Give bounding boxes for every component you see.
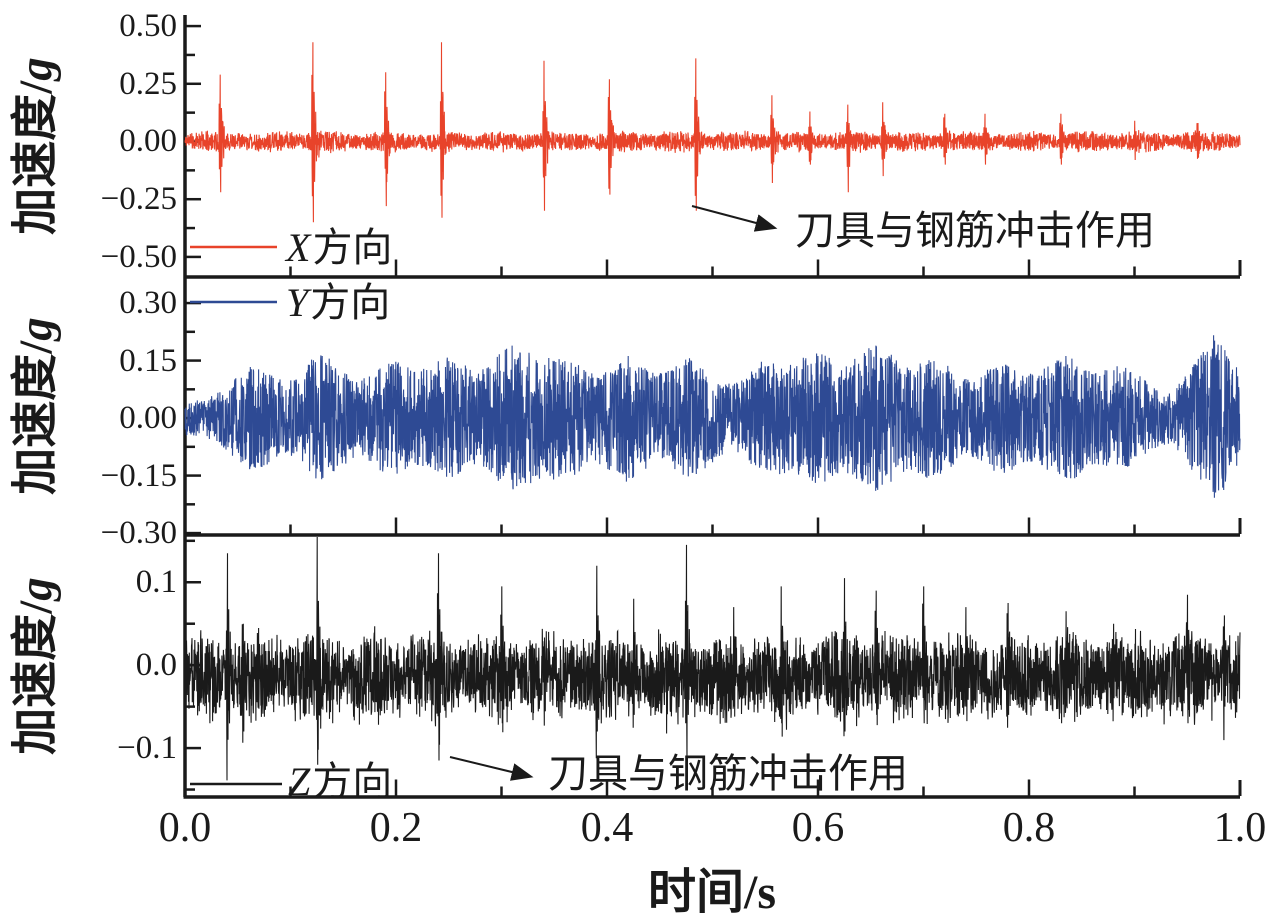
y-tick-label: 0.50 bbox=[119, 8, 177, 45]
x-tick-label: 0.2 bbox=[369, 805, 423, 851]
y-tick-label: 0.1 bbox=[135, 564, 177, 601]
y-tick-label: 0.25 bbox=[119, 65, 177, 102]
signal-x-direction bbox=[184, 42, 1241, 223]
x-tick-label: 0.4 bbox=[580, 805, 634, 851]
y-tick-label: 0.00 bbox=[119, 400, 177, 437]
annotation-arrow bbox=[449, 756, 534, 781]
y-tick-label: −0.50 bbox=[100, 238, 177, 275]
annotation-impact-x-panel: 刀具与钢筋冲击作用 bbox=[795, 208, 1155, 253]
signal-z-direction bbox=[184, 536, 1241, 781]
legend-y-direction: Y方向 bbox=[286, 280, 391, 325]
legend-x-direction: X方向 bbox=[286, 225, 393, 270]
y-tick-label: −0.1 bbox=[117, 730, 177, 767]
y-tick-label: 0.30 bbox=[119, 285, 177, 322]
y-tick-label: −0.25 bbox=[100, 181, 177, 218]
y-tick-label: −0.15 bbox=[100, 457, 177, 494]
annotation-arrow bbox=[691, 205, 778, 232]
legend-z-direction: Z方向 bbox=[288, 759, 393, 804]
x-tick-label: 1.0 bbox=[1213, 805, 1267, 851]
x-axis-label: 时间/s bbox=[647, 866, 777, 919]
annotation-impact-z-panel: 刀具与钢筋冲击作用 bbox=[548, 751, 908, 796]
signal-y-direction bbox=[184, 335, 1241, 498]
x-tick-label: 0.8 bbox=[1002, 805, 1056, 851]
y-tick-label: 0.15 bbox=[119, 342, 177, 379]
y-tick-label: 0.0 bbox=[135, 647, 177, 684]
y-tick-label: 0.00 bbox=[119, 123, 177, 160]
y-tick-label: −0.30 bbox=[100, 515, 177, 552]
x-tick-label: 0.6 bbox=[791, 805, 845, 851]
x-tick-label: 0.0 bbox=[158, 805, 212, 851]
